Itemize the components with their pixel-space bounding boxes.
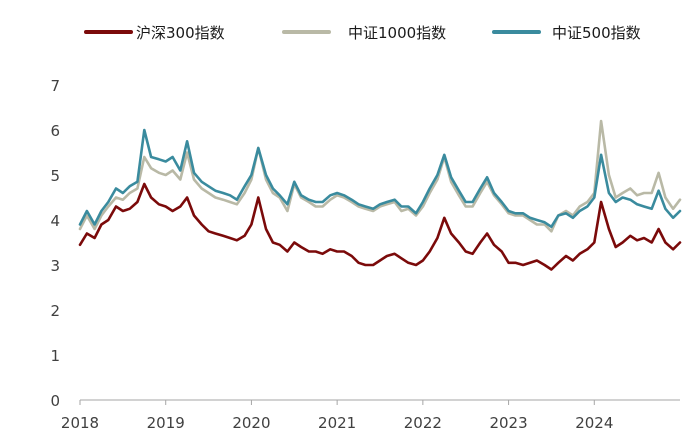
- y-tick-label: 2: [50, 302, 60, 320]
- x-tick-label: 2018: [61, 414, 99, 432]
- x-tick-label: 2019: [147, 414, 185, 432]
- y-axis-ticks: 0 1 2 3 4 5 6 7: [50, 77, 60, 410]
- legend-label-3: 中证500指数: [552, 24, 641, 42]
- y-tick-label: 3: [50, 257, 60, 275]
- series-line-2: [78, 119, 682, 233]
- x-axis-ticks: 2018 2019 2020 2021 2022 2023 2024: [61, 400, 613, 432]
- y-tick-label: 7: [50, 77, 60, 95]
- y-tick-label: 4: [50, 212, 60, 230]
- y-tick-label: 5: [50, 167, 60, 185]
- y-tick-label: 0: [50, 392, 60, 410]
- y-tick-label: 6: [50, 122, 60, 140]
- series-lines: [78, 119, 682, 271]
- x-tick-label: 2020: [232, 414, 270, 432]
- x-tick-label: 2022: [404, 414, 442, 432]
- legend-label-2: 中证1000指数: [348, 24, 446, 42]
- y-tick-label: 1: [50, 347, 60, 365]
- series-line-3: [78, 128, 682, 229]
- x-tick-label: 2024: [575, 414, 613, 432]
- series-line-1: [78, 182, 682, 271]
- legend-label-1: 沪深300指数: [136, 24, 225, 42]
- legend: 沪深300指数 中证1000指数 中证500指数: [84, 24, 641, 42]
- x-tick-label: 2023: [489, 414, 527, 432]
- x-tick-label: 2021: [318, 414, 356, 432]
